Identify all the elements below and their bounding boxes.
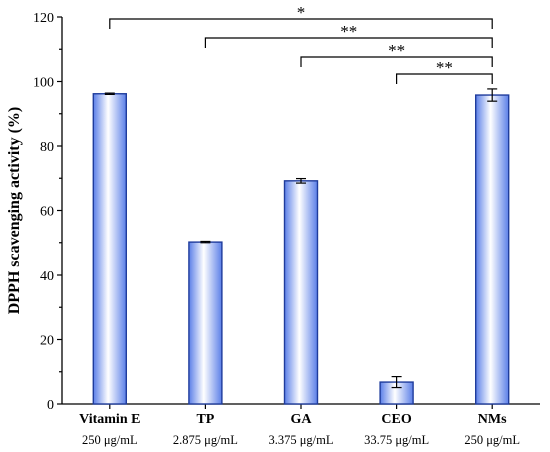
significance-bracket [300,56,493,67]
y-tick-label: 40 [40,269,54,284]
significance-label: * [297,3,306,22]
y-tick-label: 60 [40,205,54,220]
axis-labels: Vitamin E 250 μg/mL TP 2.875 μg/mL GA 3.375 μ… [6,107,520,447]
x-sublabel: 33.75 μg/mL [364,433,429,447]
axes: 0 20 40 60 80 100 120 [33,11,540,413]
x-tick-label: NMs [478,412,507,427]
x-sublabel: 250 μg/mL [82,433,138,447]
bar [283,180,319,405]
y-tick-label: 0 [47,398,54,413]
significance-bracket [396,73,493,84]
y-tick-label: 100 [33,76,54,91]
significance-label: ** [436,58,453,77]
significance-bracket [109,18,493,29]
y-axis-title: DPPH scavenging activity (%) [6,107,23,315]
bar [188,241,223,405]
significance-label: ** [340,22,357,41]
x-tick-label: GA [291,412,313,427]
x-sublabel: 2.875 μg/mL [173,433,238,447]
y-tick-label: 120 [33,11,54,26]
significance-brackets: ******* [109,3,493,84]
bar [92,93,128,405]
y-tick-label: 20 [40,334,54,349]
x-tick-label: CEO [381,412,411,427]
significance-label: ** [388,41,405,60]
x-tick-label: TP [196,412,214,427]
x-sublabel: 250 μg/mL [464,433,520,447]
significance-bracket [204,37,493,48]
bars [92,88,510,405]
x-tick-label: Vitamin E [79,412,140,427]
x-sublabel: 3.375 μg/mL [268,433,333,447]
bar [475,94,510,405]
y-tick-label: 80 [40,140,54,155]
